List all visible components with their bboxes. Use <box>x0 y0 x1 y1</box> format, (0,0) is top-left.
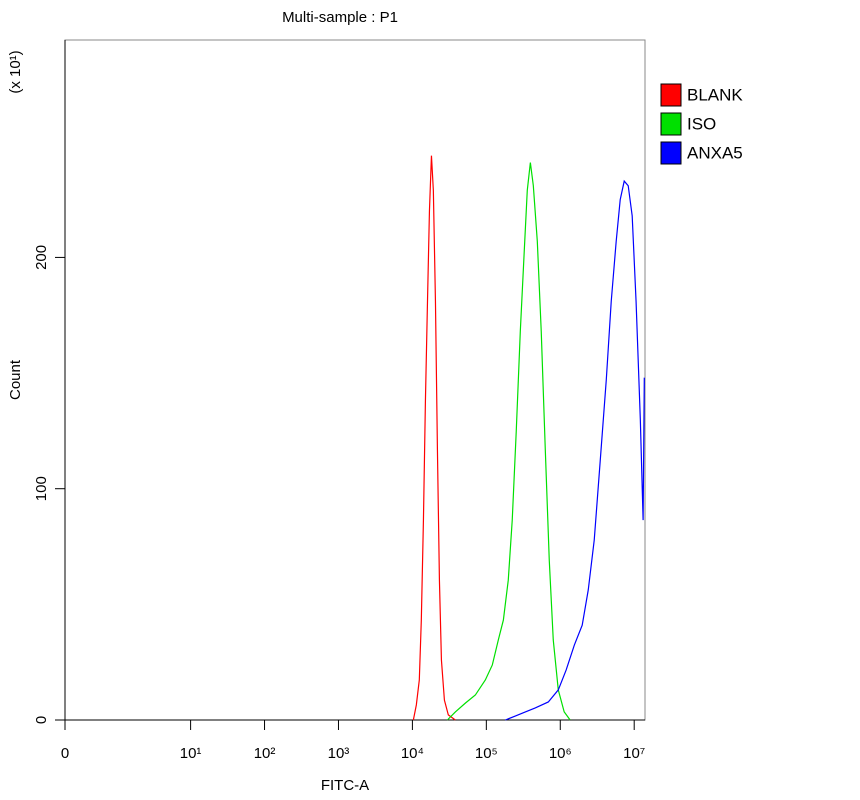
y-axis-label: Count <box>7 359 24 400</box>
x-tick-label: 10⁵ <box>475 745 498 762</box>
x-tick-label: 0 <box>61 745 69 762</box>
histogram-line <box>505 179 645 721</box>
axis-multiplier: (x 10¹) <box>7 50 24 93</box>
x-tick-label: 10¹ <box>180 745 202 762</box>
plot-frame <box>64 39 646 721</box>
x-tick-label: 10⁷ <box>623 745 645 762</box>
legend-label: BLANK <box>687 85 743 104</box>
legend-swatch <box>660 112 682 136</box>
y-tick-label: 200 <box>33 245 50 270</box>
x-tick-label: 10² <box>254 745 276 762</box>
histogram-line <box>412 155 456 721</box>
y-tick-label: 0 <box>33 716 50 724</box>
legend-label: ANXA5 <box>687 143 743 162</box>
histogram-line <box>446 162 571 721</box>
x-tick-label: 10⁴ <box>401 745 424 762</box>
legend-label: ISO <box>687 114 716 133</box>
y-tick-label: 100 <box>33 476 50 501</box>
x-axis-label: FITC-A <box>321 777 369 794</box>
x-tick-label: 10³ <box>328 745 350 762</box>
legend-swatch <box>660 83 682 107</box>
x-tick-label: 10⁶ <box>549 745 572 762</box>
legend-swatch <box>660 141 682 165</box>
chart-title: Multi-sample : P1 <box>282 9 398 26</box>
